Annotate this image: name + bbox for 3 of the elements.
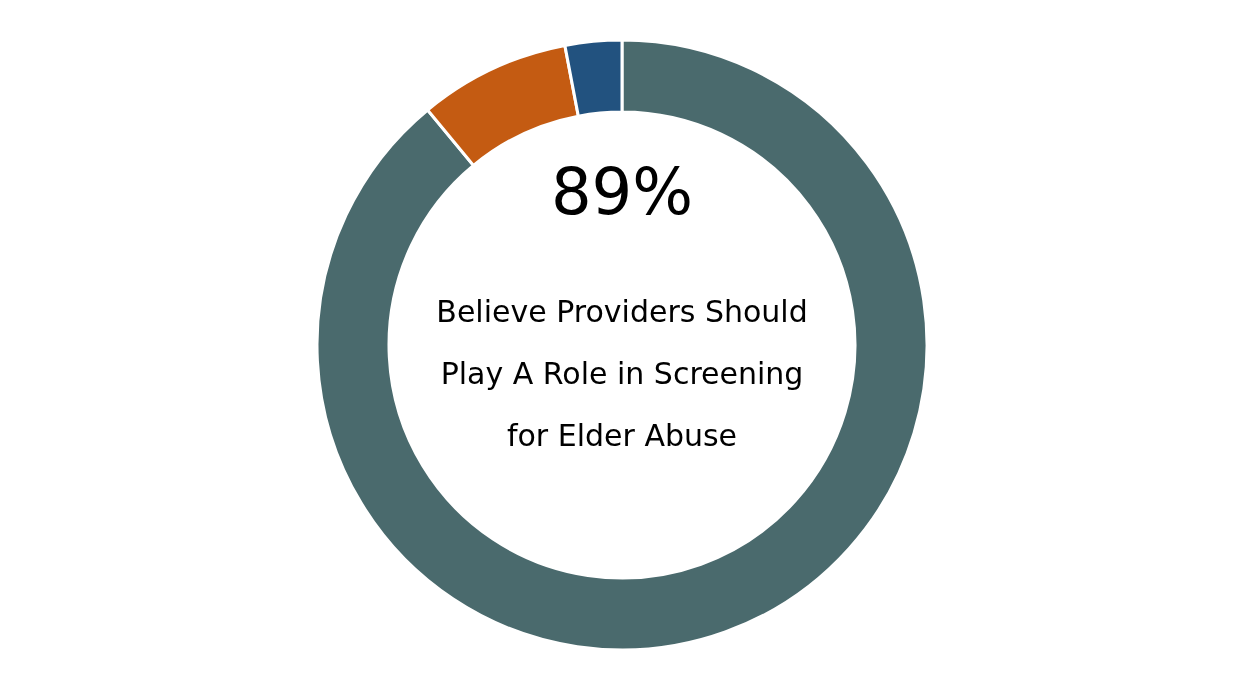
data-label: 89%	[550, 155, 694, 229]
text: Believe Providers Should Play A Role in Screening for Elder Abuse	[436, 294, 808, 453]
donut-slice	[315, 38, 929, 652]
